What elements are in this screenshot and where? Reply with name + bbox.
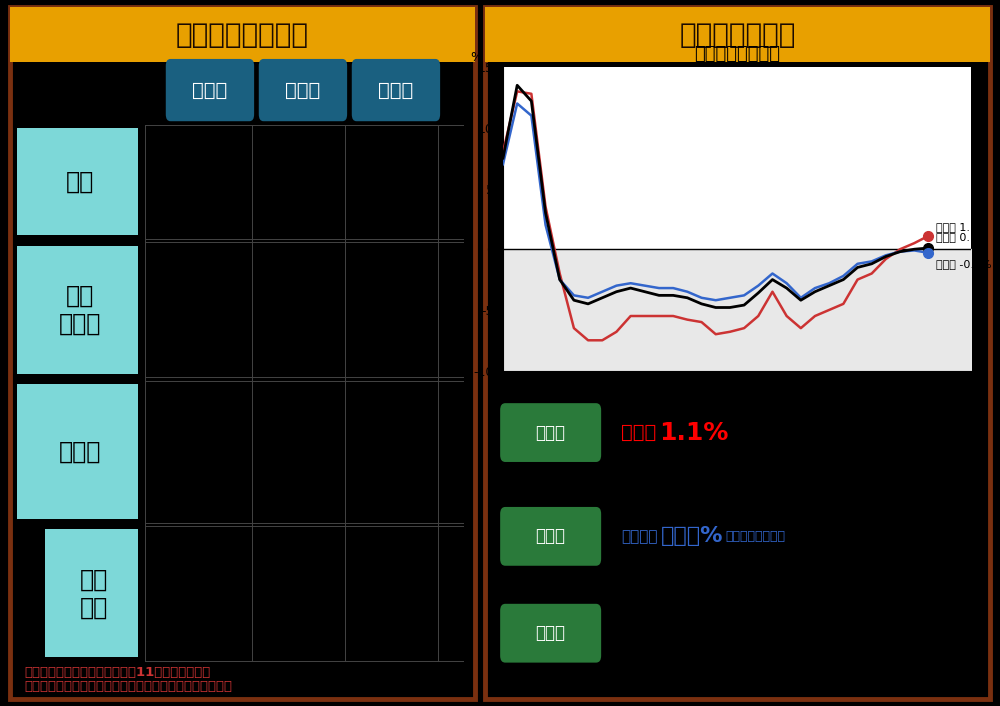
Text: 全国: 全国 [66, 169, 94, 193]
Text: 変動推移と要因: 変動推移と要因 [679, 20, 796, 49]
Text: 全用途 0.1%: 全用途 0.1% [936, 232, 987, 242]
Text: 住宅地: 住宅地 [536, 527, 566, 545]
Text: 商業地: 商業地 [378, 80, 414, 100]
Text: （前年より改善）: （前年より改善） [725, 530, 785, 543]
Text: ０．３%: ０．３% [660, 527, 723, 546]
Text: プラス: プラス [621, 423, 657, 442]
Bar [17, 246, 138, 373]
Text: 住宅地: 住宅地 [285, 80, 321, 100]
Text: 地方圏: 地方圏 [59, 440, 101, 464]
Bar [485, 7, 990, 62]
Text: 1.1%: 1.1% [659, 421, 728, 445]
Text: 住宅地 -0.3%: 住宅地 -0.3% [936, 259, 991, 269]
Bar [10, 7, 475, 62]
Text: 商業地 1.1%: 商業地 1.1% [936, 222, 987, 232]
FancyBboxPatch shape [166, 59, 254, 121]
Text: 全用途: 全用途 [192, 80, 228, 100]
Text: 地方では新潟市や高松市が下落からプラスに転じました。: 地方では新潟市や高松市が下落からプラスに転じました。 [24, 680, 232, 693]
Text: 上昇した都道県は前年の８から11に増えました。: 上昇した都道県は前年の８から11に増えました。 [24, 666, 210, 679]
Title: 全国の地価変動率: 全国の地価変動率 [694, 44, 780, 63]
Bar [45, 530, 138, 657]
Text: %: % [470, 51, 482, 64]
FancyBboxPatch shape [500, 403, 601, 462]
Bar [17, 128, 138, 235]
FancyBboxPatch shape [500, 604, 601, 663]
FancyBboxPatch shape [352, 59, 440, 121]
Text: 地域別: 地域別 [536, 624, 566, 642]
Text: 基準地価の前年比: 基準地価の前年比 [176, 20, 309, 49]
Text: 中核
４市: 中核 ４市 [80, 568, 108, 619]
Text: マイナス: マイナス [621, 529, 658, 544]
Bar [17, 384, 138, 519]
Text: 商業地: 商業地 [536, 424, 566, 441]
FancyBboxPatch shape [259, 59, 347, 121]
Text: 三大
都市圏: 三大 都市圏 [59, 284, 101, 335]
FancyBboxPatch shape [500, 507, 601, 566]
